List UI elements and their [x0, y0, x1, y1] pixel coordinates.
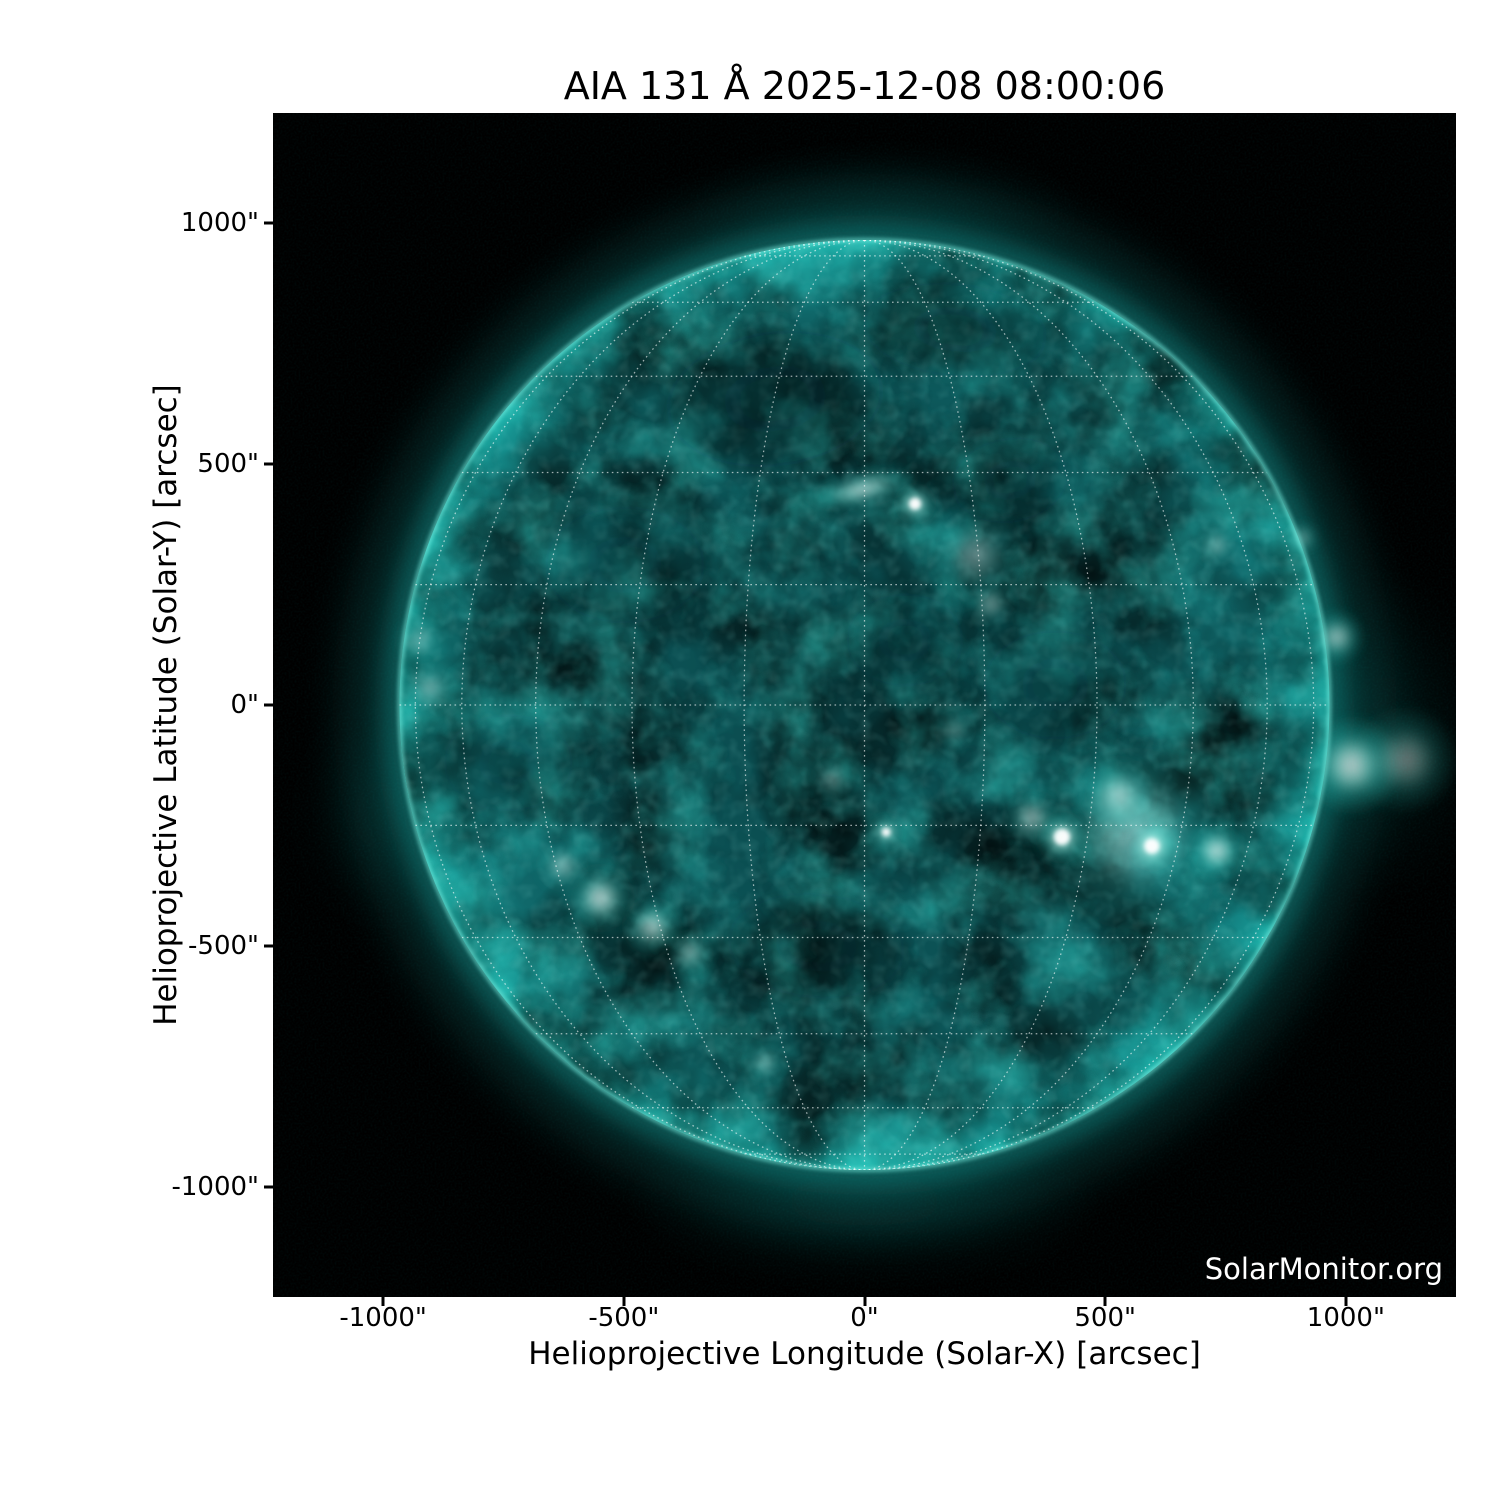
title-datetime: 2025-12-08 08:00:06 — [749, 64, 1166, 108]
y-tick-label: 500" — [197, 449, 259, 480]
active-region — [935, 710, 975, 750]
active-regions — [394, 468, 1456, 1082]
dim-region — [431, 705, 586, 821]
x-tick-label: -500" — [588, 1303, 660, 1333]
y-tick-mark — [264, 221, 273, 225]
y-axis-label: Helioprojective Latitude (Solar-Y) [arcs… — [148, 384, 184, 1026]
title-angstrom-symbol: Å — [723, 64, 750, 108]
active-region — [667, 930, 713, 976]
x-axis-label: Helioprojective Longitude (Solar-X) [arc… — [528, 1336, 1201, 1372]
active-region — [746, 1044, 784, 1082]
meridian-line — [743, 240, 865, 1170]
active-region — [1002, 788, 1062, 848]
active-region — [811, 757, 855, 802]
meridian-line — [864, 240, 1268, 1170]
dim-region — [969, 619, 1141, 750]
meridian-line — [864, 240, 1315, 1170]
dim-region — [710, 882, 923, 1009]
title-instrument-wavelength: AIA 131 — [563, 64, 724, 108]
active-region — [1308, 609, 1365, 666]
x-tick-label: 0" — [850, 1303, 879, 1333]
heliographic-grid — [399, 240, 1330, 1170]
x-tick-label: -1000" — [339, 1303, 427, 1333]
active-region — [621, 896, 683, 958]
active-region — [536, 839, 589, 892]
solar-disk-image — [273, 113, 1456, 1297]
x-tick-mark — [1344, 1297, 1348, 1306]
meridian-line — [535, 240, 865, 1170]
meridian-line — [864, 240, 1194, 1170]
x-tick-mark — [622, 1297, 626, 1306]
y-tick-label: 0" — [230, 690, 259, 720]
meridian-line — [864, 240, 986, 1170]
dim-region — [835, 584, 975, 696]
x-tick-mark — [863, 1297, 866, 1306]
meridian-line — [414, 240, 865, 1170]
x-tick-label: 500" — [1074, 1303, 1136, 1333]
y-tick-mark — [264, 944, 273, 948]
x-tick-mark — [381, 1297, 385, 1306]
active-region — [1349, 704, 1456, 816]
watermark: SolarMonitor.org — [1204, 1252, 1443, 1286]
figure-title: AIA 131 Å 2025-12-08 08:00:06 — [273, 64, 1456, 108]
active-region — [1196, 524, 1238, 566]
dim-region — [645, 317, 905, 481]
corona-ring-glow-outer — [348, 189, 1381, 1221]
x-tick-mark — [1103, 1297, 1107, 1306]
active-region — [967, 580, 1014, 628]
y-tick-mark — [264, 462, 273, 466]
y-tick-mark — [264, 1185, 273, 1189]
plot-area — [273, 113, 1456, 1297]
dim-region — [844, 273, 1066, 387]
active-region — [1077, 754, 1160, 836]
active-region — [801, 468, 923, 510]
active-region — [1189, 823, 1245, 879]
meridian-line — [461, 240, 865, 1170]
active-region-core — [909, 498, 921, 510]
active-region — [399, 658, 460, 718]
active-region-core — [881, 827, 891, 837]
x-tick-label: 1000" — [1306, 1303, 1385, 1333]
y-tick-mark — [264, 703, 273, 707]
y-tick-label: -500" — [188, 930, 259, 961]
y-tick-label: 1000" — [180, 208, 259, 239]
active-region — [924, 504, 1026, 606]
dim-region — [529, 495, 721, 635]
y-tick-label: -1000" — [171, 1171, 259, 1202]
active-region-core — [1144, 838, 1160, 854]
